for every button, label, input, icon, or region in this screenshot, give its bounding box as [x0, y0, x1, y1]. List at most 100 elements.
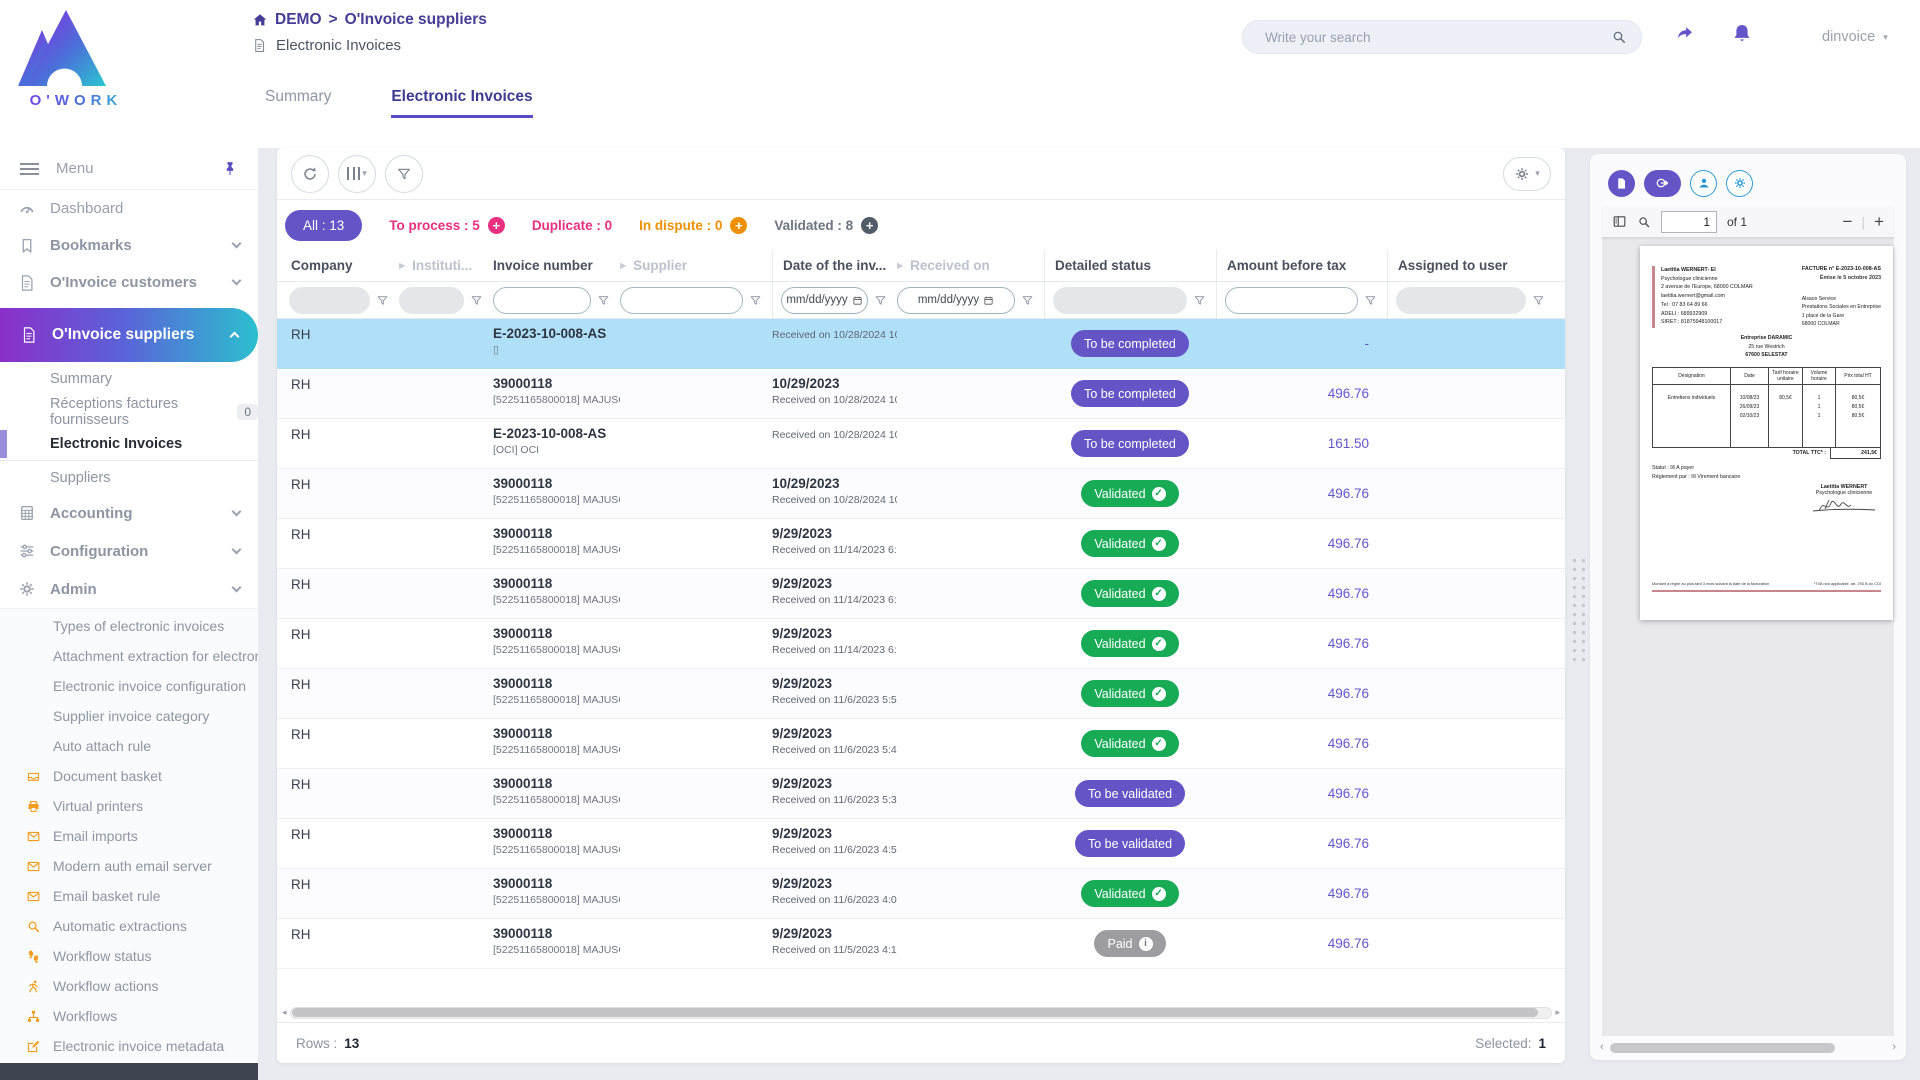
invoice-row[interactable]: RH E-2023-10-008-AS [OCI] OCI Received on 1… — [277, 419, 1565, 469]
column-header-received-on[interactable]: ▶ Received on — [897, 258, 1044, 273]
scroll-right-icon[interactable]: ▸ — [1555, 1007, 1560, 1017]
sidebar-subitem-supplier-invoice-category[interactable]: Supplier invoice category — [0, 701, 258, 731]
plus-icon[interactable]: + — [487, 216, 505, 234]
sidebar-item-bookmarks[interactable]: Bookmarks — [0, 227, 258, 264]
breadcrumb-section[interactable]: O'Invoice suppliers — [344, 11, 487, 28]
zoom-in-button[interactable]: + — [1874, 211, 1884, 231]
column-header-invoice-number[interactable]: Invoice number — [493, 258, 620, 273]
page-number-input[interactable] — [1661, 210, 1717, 233]
invoice-row[interactable]: RH 39000118 [52251165800018] MAJUSCULE 9/29… — [277, 919, 1565, 969]
status-badge[interactable]: Validated ✓ — [1081, 530, 1179, 557]
invoice-row[interactable]: RH 39000118 [52251165800018] MAJUSCULE 9/29… — [277, 769, 1565, 819]
filter-input-instituti[interactable] — [399, 286, 464, 314]
hamburger-icon[interactable] — [20, 162, 39, 175]
sidebar-subitem-suppliers[interactable]: Suppliers — [0, 461, 258, 494]
sidebar-subitem-electronic-invoice-metadata[interactable]: Electronic invoice metadata — [0, 1031, 258, 1061]
filter-pill-in-dispute-0[interactable]: In dispute : 0 + — [639, 216, 748, 234]
toggle-sidebar-icon[interactable] — [1612, 214, 1627, 229]
sidebar-subitem-auto-attach-rule[interactable]: Auto attach rule — [0, 731, 258, 761]
sidebar-subitem-attachment-extraction-for-electron[interactable]: Attachment extraction for electron — [0, 641, 258, 671]
status-badge[interactable]: Validated ✓ — [1081, 480, 1179, 507]
invoice-row[interactable]: RH 39000118 [52251165800018] MAJUSCULE 10/2… — [277, 469, 1565, 519]
invoice-row[interactable]: RH 39000118 [52251165800018] MAJUSCULE 10/2… — [277, 369, 1565, 419]
preview-settings-button[interactable] — [1726, 169, 1753, 197]
pin-sidebar-icon[interactable] — [222, 161, 238, 177]
global-search[interactable] — [1242, 20, 1642, 54]
sidebar-subitem-virtual-printers[interactable]: Virtual printers — [0, 791, 258, 821]
sidebar-subitem-summary[interactable]: Summary — [0, 362, 258, 395]
column-header-instituti[interactable]: ▶ Instituti... — [399, 258, 493, 273]
filter-input-invoice-number[interactable] — [493, 286, 591, 314]
status-badge[interactable]: To be validated — [1074, 780, 1186, 807]
panel-resize-handle[interactable] — [1567, 553, 1586, 665]
search-icon[interactable] — [1611, 29, 1627, 45]
column-header-company[interactable]: Company — [277, 258, 399, 273]
filter-input-assigned-to-user[interactable] — [1396, 286, 1526, 314]
sidebar-item-admin[interactable]: Admin — [0, 570, 258, 608]
search-input[interactable] — [1263, 28, 1611, 46]
scrollbar-track[interactable] — [289, 1006, 1553, 1019]
column-header-assigned-to-user[interactable]: Assigned to user — [1387, 250, 1555, 281]
status-badge[interactable]: To be validated — [1074, 830, 1186, 857]
tab-summary[interactable]: Summary — [265, 88, 332, 105]
invoice-row[interactable]: RH 39000118 [52251165800018] MAJUSCULE 9/29… — [277, 869, 1565, 919]
filter-pill-duplicate-0[interactable]: Duplicate : 0 — [532, 218, 612, 233]
refresh-button[interactable] — [291, 154, 329, 193]
invoice-row[interactable]: RH 39000118 [52251165800018] MAJUSCULE 9/29… — [277, 619, 1565, 669]
sidebar-item-oinvoice-customers[interactable]: O'Invoice customers — [0, 264, 258, 301]
status-badge[interactable]: To be completed — [1071, 330, 1189, 357]
invoice-row[interactable]: RH E-2023-10-008-AS ▯ Received on 10/28/202… — [277, 319, 1565, 369]
horizontal-scrollbar[interactable]: ◂ ▸ — [282, 1006, 1560, 1019]
filter-button[interactable] — [385, 154, 423, 193]
status-badge[interactable]: Validated ✓ — [1081, 880, 1179, 907]
status-badge[interactable]: Validated ✓ — [1081, 680, 1179, 707]
status-badge[interactable]: Validated ✓ — [1081, 630, 1179, 657]
tab-electronic-invoices[interactable]: Electronic Invoices — [391, 88, 533, 118]
invoice-row[interactable]: RH 39000118 [52251165800018] MAJUSCULE 9/29… — [277, 569, 1565, 619]
scrollbar-thumb[interactable] — [291, 1008, 1538, 1017]
open-document-button[interactable] — [1644, 169, 1681, 197]
invoice-row[interactable]: RH 39000118 [52251165800018] MAJUSCULE 9/29… — [277, 519, 1565, 569]
share-icon[interactable] — [1676, 24, 1694, 42]
sidebar-subitem-electronic-invoices[interactable]: Electronic Invoices — [0, 428, 258, 461]
filter-input-amount-before-tax[interactable] — [1225, 286, 1358, 314]
sidebar-subitem-electronic-invoice-configuration[interactable]: Electronic invoice configuration — [0, 671, 258, 701]
sidebar-item-configuration[interactable]: Configuration — [0, 532, 258, 570]
scroll-left-icon[interactable]: ◂ — [282, 1007, 287, 1017]
sidebar-subitem-automatic-extractions[interactable]: Automatic extractions — [0, 911, 258, 941]
filter-date-input-date-of-the-inv[interactable]: mm/dd/yyyy — [781, 286, 868, 314]
plus-icon[interactable]: + — [730, 216, 748, 234]
column-header-detailed-status[interactable]: Detailed status — [1044, 250, 1216, 281]
plus-icon[interactable]: + — [861, 216, 879, 234]
breadcrumb-root[interactable]: DEMO — [275, 11, 322, 28]
scrollbar-thumb[interactable] — [1609, 1042, 1835, 1053]
sidebar-subitem-workflow-status[interactable]: Workflow status — [0, 941, 258, 971]
status-badge[interactable]: To be completed — [1071, 380, 1189, 407]
column-header-date-of-the-inv[interactable]: Date of the inv... — [772, 250, 897, 281]
scroll-right-icon[interactable]: › — [1892, 1041, 1896, 1053]
sidebar-item-accounting[interactable]: Accounting — [0, 494, 258, 532]
table-settings-button[interactable]: ▾ — [1503, 156, 1551, 191]
filter-input-supplier[interactable] — [620, 286, 743, 314]
column-header-amount-before-tax[interactable]: Amount before tax — [1216, 250, 1387, 281]
sidebar-subitem-modern-auth-email-server[interactable]: Modern auth email server — [0, 851, 258, 881]
status-badge[interactable]: Paid i — [1094, 930, 1166, 957]
pdf-button[interactable] — [1608, 169, 1635, 197]
status-badge[interactable]: To be completed — [1071, 430, 1189, 457]
filter-pill-to-process-5[interactable]: To process : 5 + — [389, 216, 505, 234]
pdf-page[interactable]: Laetitia WERNERT- EI Psychologue clinicie… — [1640, 246, 1893, 620]
status-badge[interactable]: Validated ✓ — [1081, 580, 1179, 607]
columns-button[interactable]: ▾ — [338, 154, 376, 193]
sidebar-subitem-email-basket-rule[interactable]: Email basket rule — [0, 881, 258, 911]
filter-input-company[interactable] — [289, 286, 370, 314]
sidebar-item-dashboard[interactable]: Dashboard — [0, 190, 258, 227]
notifications-bell-icon[interactable] — [1730, 22, 1754, 46]
filter-date-input-received-on[interactable]: mm/dd/yyyy — [897, 286, 1015, 314]
home-icon[interactable] — [252, 12, 268, 28]
user-menu[interactable]: dinvoice ▾ — [1822, 29, 1888, 45]
filter-input-detailed-status[interactable] — [1053, 286, 1187, 314]
sidebar-menu-toggle[interactable]: Menu — [0, 148, 258, 190]
assign-user-button[interactable] — [1690, 169, 1717, 197]
invoice-row[interactable]: RH 39000118 [52251165800018] MAJUSCULE 9/29… — [277, 819, 1565, 869]
invoice-row[interactable]: RH 39000118 [52251165800018] MAJUSCULE 9/29… — [277, 719, 1565, 769]
